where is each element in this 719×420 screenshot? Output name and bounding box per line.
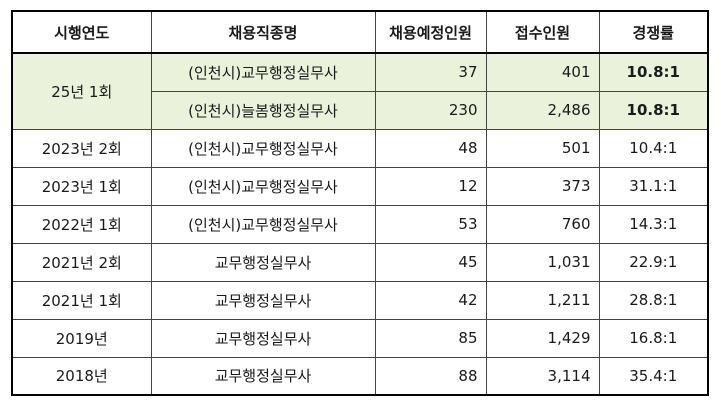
cell-year: 2018년 bbox=[11, 356, 152, 396]
table-row: 25년 1회 (인천시)교무행정실무사 37 401 10.8:1 bbox=[11, 52, 709, 130]
cell-applied: 1,031 bbox=[485, 242, 600, 282]
cell-job: 교무행정실무사 bbox=[150, 280, 376, 320]
recruitment-table: 시행연도 채용직종명 채용예정인원 접수인원 경쟁률 25년 1회 (인천시)교… bbox=[11, 10, 709, 396]
cell-applied: 1,429 bbox=[485, 318, 600, 358]
cell-job: 교무행정실무사 bbox=[150, 356, 376, 396]
cell-ratio: 31.1:1 bbox=[598, 166, 709, 206]
cell-planned: 53 bbox=[374, 204, 487, 244]
table-row: 2023년 1회 (인천시)교무행정실무사 12 373 31.1:1 bbox=[11, 166, 709, 206]
cell-applied: 401 bbox=[485, 52, 600, 92]
cell-applied: 2,486 bbox=[485, 90, 600, 130]
cell-year: 2021년 2회 bbox=[11, 242, 152, 282]
cell-planned: 230 bbox=[374, 90, 487, 130]
cell-year: 2021년 1회 bbox=[11, 280, 152, 320]
table-row: 2021년 2회 교무행정실무사 45 1,031 22.9:1 bbox=[11, 242, 709, 282]
cell-planned: 37 bbox=[374, 52, 487, 92]
table-row: 2022년 1회 (인천시)교무행정실무사 53 760 14.3:1 bbox=[11, 204, 709, 244]
cell-job: (인천시)교무행정실무사 bbox=[150, 52, 376, 92]
cell-applied: 501 bbox=[485, 128, 600, 168]
header-ratio: 경쟁률 bbox=[598, 10, 709, 54]
table-row: 2021년 1회 교무행정실무사 42 1,211 28.8:1 bbox=[11, 280, 709, 320]
cell-year: 2023년 2회 bbox=[11, 128, 152, 168]
cell-applied: 1,211 bbox=[485, 280, 600, 320]
cell-planned: 42 bbox=[374, 280, 487, 320]
cell-ratio: 10.4:1 bbox=[598, 128, 709, 168]
cell-job: (인천시)교무행정실무사 bbox=[150, 166, 376, 206]
cell-ratio: 22.9:1 bbox=[598, 242, 709, 282]
cell-applied: 760 bbox=[485, 204, 600, 244]
table-row: 2019년 교무행정실무사 85 1,429 16.8:1 bbox=[11, 318, 709, 358]
cell-ratio: 10.8:1 bbox=[598, 52, 709, 92]
cell-planned: 88 bbox=[374, 356, 487, 396]
header-job: 채용직종명 bbox=[150, 10, 376, 54]
header-year: 시행연도 bbox=[11, 10, 152, 54]
cell-ratio: 35.4:1 bbox=[598, 356, 709, 396]
cell-ratio: 16.8:1 bbox=[598, 318, 709, 358]
cell-year: 25년 1회 bbox=[11, 52, 152, 130]
cell-job: 교무행정실무사 bbox=[150, 318, 376, 358]
cell-year: 2023년 1회 bbox=[11, 166, 152, 206]
cell-year: 2022년 1회 bbox=[11, 204, 152, 244]
cell-ratio: 28.8:1 bbox=[598, 280, 709, 320]
cell-year: 2019년 bbox=[11, 318, 152, 358]
cell-job: (인천시)늘봄행정실무사 bbox=[150, 90, 376, 130]
header-row: 시행연도 채용직종명 채용예정인원 접수인원 경쟁률 bbox=[11, 10, 709, 54]
cell-planned: 45 bbox=[374, 242, 487, 282]
header-planned: 채용예정인원 bbox=[374, 10, 487, 54]
cell-applied: 3,114 bbox=[485, 356, 600, 396]
cell-job: (인천시)교무행정실무사 bbox=[150, 128, 376, 168]
table-row: 2023년 2회 (인천시)교무행정실무사 48 501 10.4:1 bbox=[11, 128, 709, 168]
table-row: 2018년 교무행정실무사 88 3,114 35.4:1 bbox=[11, 356, 709, 396]
cell-job: (인천시)교무행정실무사 bbox=[150, 204, 376, 244]
cell-planned: 85 bbox=[374, 318, 487, 358]
cell-job: 교무행정실무사 bbox=[150, 242, 376, 282]
header-applied: 접수인원 bbox=[485, 10, 600, 54]
cell-planned: 48 bbox=[374, 128, 487, 168]
cell-applied: 373 bbox=[485, 166, 600, 206]
cell-planned: 12 bbox=[374, 166, 487, 206]
cell-ratio: 10.8:1 bbox=[598, 90, 709, 130]
cell-ratio: 14.3:1 bbox=[598, 204, 709, 244]
table-row: (인천시)늘봄행정실무사 230 2,486 10.8:1 bbox=[12, 90, 709, 130]
